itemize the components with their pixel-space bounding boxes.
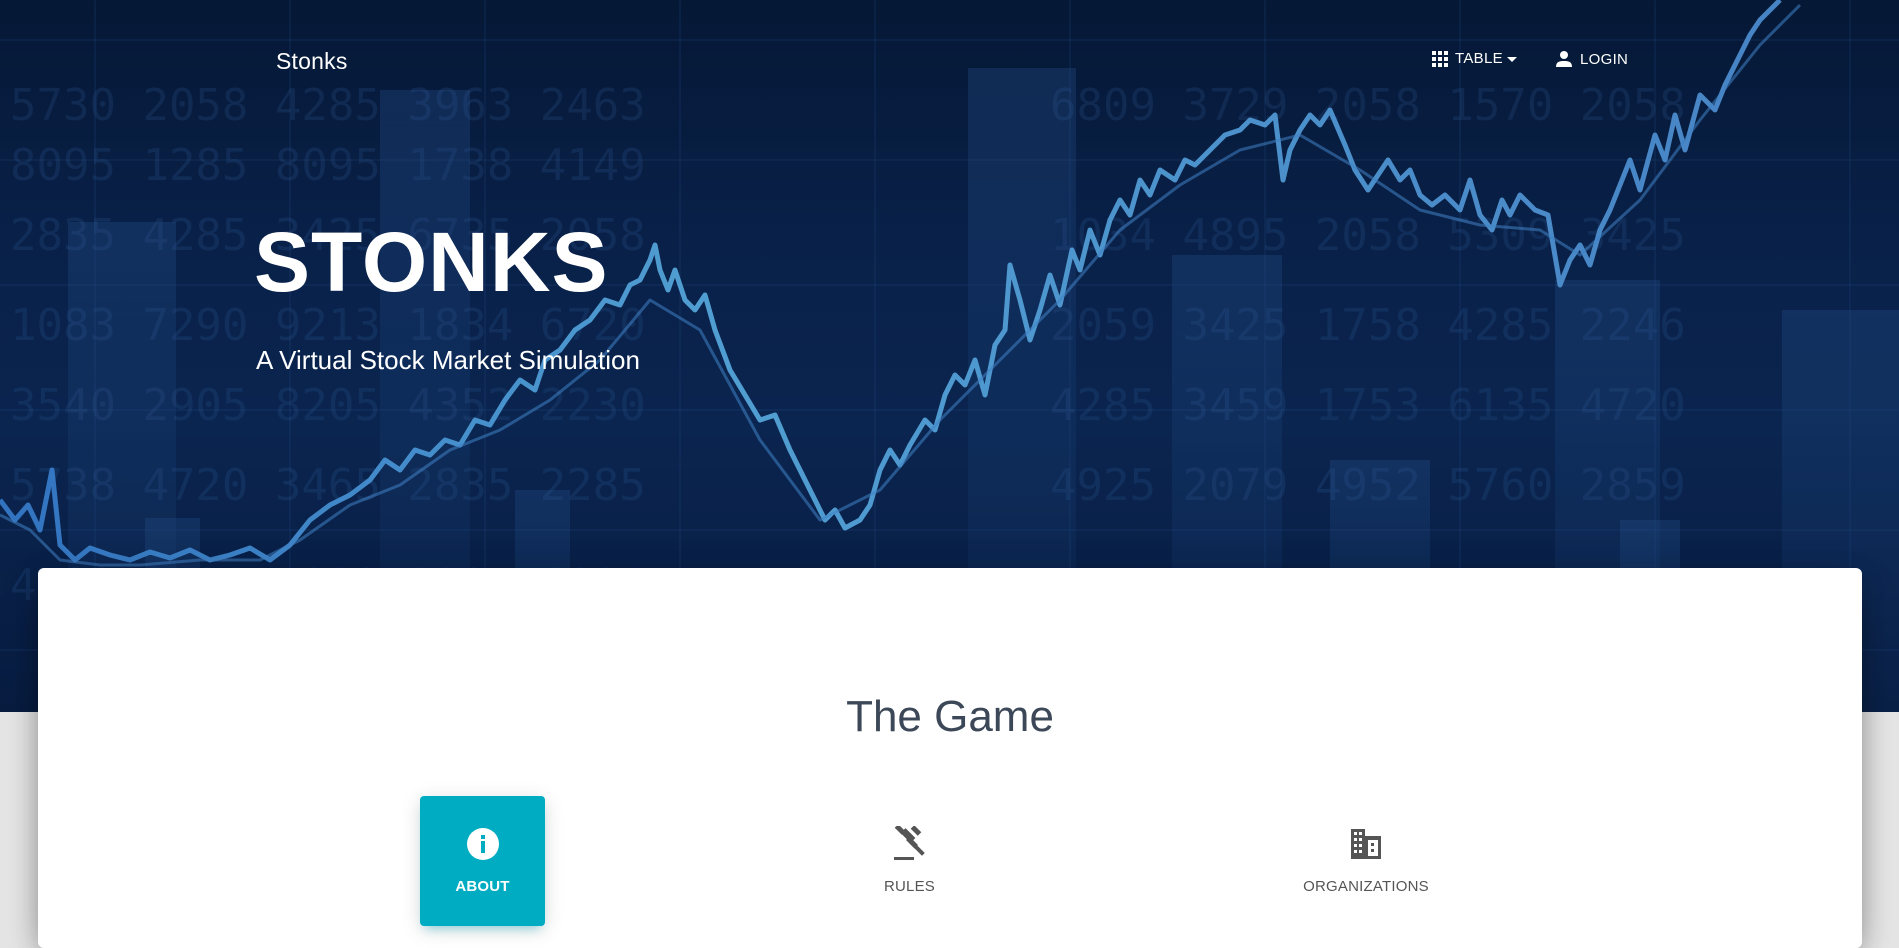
login-button[interactable]: LOGIN <box>1555 50 1628 68</box>
svg-text:2835 4285 3425 6735 2058: 2835 4285 3425 6735 2058 <box>10 210 646 261</box>
tab-rules[interactable]: RULES <box>847 796 972 926</box>
tab-organizations[interactable]: ORGANIZATIONS <box>1276 796 1456 926</box>
svg-text:1034 4895 2058 5309 3425: 1034 4895 2058 5309 3425 <box>1050 210 1686 261</box>
tab-organizations-label: ORGANIZATIONS <box>1303 878 1429 895</box>
business-icon <box>1348 826 1384 862</box>
person-icon <box>1555 50 1573 68</box>
svg-text:8095 1285 8095 1738 4149: 8095 1285 8095 1738 4149 <box>10 140 646 191</box>
svg-text:6809 3729 2058 1570 2058: 6809 3729 2058 1570 2058 <box>1050 80 1686 131</box>
tab-rules-label: RULES <box>883 878 936 895</box>
svg-text:2059 3425 1758 4285 2246: 2059 3425 1758 4285 2246 <box>1050 300 1686 351</box>
svg-text:1083 7290 9213 1834 6720: 1083 7290 9213 1834 6720 <box>10 300 646 351</box>
svg-text:5738 4720 3465 2835 2285: 5738 4720 3465 2835 2285 <box>10 460 646 511</box>
apps-grid-icon <box>1432 50 1448 67</box>
caret-down-icon <box>1506 53 1518 65</box>
tab-about-label: ABOUT <box>455 878 510 895</box>
login-label: LOGIN <box>1580 50 1629 68</box>
table-label: TABLE <box>1455 50 1503 67</box>
svg-text:4925 2079 4952 5760 2859: 4925 2079 4952 5760 2859 <box>1050 460 1686 511</box>
main-card: The Game ABOUT RULES <box>38 568 1862 948</box>
hero-subtitle: A Virtual Stock Market Simulation <box>256 345 640 375</box>
gavel-icon <box>892 824 928 862</box>
navbar: Stonks TABLE LOGIN <box>0 0 1899 124</box>
tab-about[interactable]: ABOUT <box>420 796 545 926</box>
brand-link[interactable]: Stonks <box>276 48 348 74</box>
hero-title: STONKS <box>254 215 609 309</box>
table-dropdown-button[interactable]: TABLE <box>1432 50 1518 67</box>
info-icon <box>465 826 501 862</box>
svg-text:5730 2058 4285 3963 2463: 5730 2058 4285 3963 2463 <box>10 80 646 131</box>
svg-text:4285 3459 1753 6135 4720: 4285 3459 1753 6135 4720 <box>1050 380 1686 431</box>
section-title: The Game <box>846 692 1054 741</box>
